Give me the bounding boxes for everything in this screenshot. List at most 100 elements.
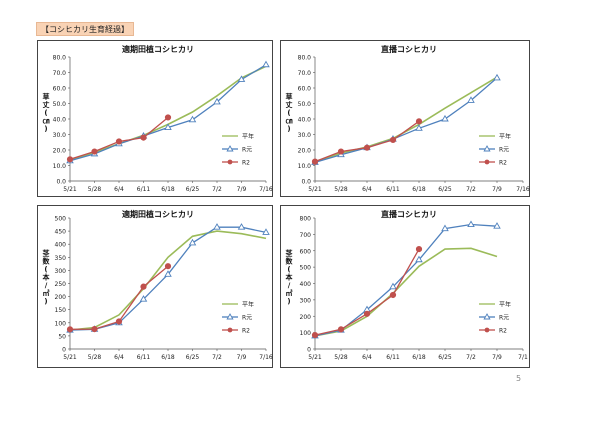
chart-panel-height-direct: 直播コシヒカリ 0.0 10.0 20.0 30.0 40.0 50.0 60.0 70.0 80… <box>280 40 530 197</box>
legend-marker <box>226 313 234 320</box>
x-tick-label: 7/9 <box>237 186 247 193</box>
legend-marker <box>227 159 233 165</box>
y-tick-label: 250 <box>55 281 67 288</box>
data-point-circle <box>337 326 345 333</box>
data-point-triangle <box>415 255 423 263</box>
data-point-circle <box>389 136 397 144</box>
data-point-circle <box>311 331 319 339</box>
y-axis-label-char: ) <box>44 125 47 133</box>
y-axis-label-char: 本 <box>285 273 293 282</box>
data-point-triangle <box>213 97 221 105</box>
series-line <box>314 247 498 337</box>
series-line <box>314 120 420 163</box>
series-line <box>69 64 267 162</box>
chart-svg: 直播コシヒカリ 0.0 10.0 20.0 30.0 40.0 50.0 60.0 70.0 80… <box>286 44 530 193</box>
x-tick-label: 6/11 <box>137 186 151 193</box>
y-tick-label: 450 <box>55 229 67 236</box>
y-tick-label: 100 <box>55 320 67 327</box>
data-point-triangle <box>262 60 270 68</box>
y-axis-label-char: 数 <box>43 257 51 266</box>
x-tick-label: 6/18 <box>412 354 426 361</box>
x-tick-label: 6/4 <box>114 186 124 193</box>
series-line <box>69 65 267 161</box>
x-tick-label: 5/28 <box>88 186 102 193</box>
y-tick-label: 400 <box>55 242 67 249</box>
legend-label: R元 <box>242 147 252 154</box>
x-tick-label: 7/16 <box>516 186 530 193</box>
legend-label: R元 <box>499 147 509 154</box>
data-point-circle <box>66 156 74 163</box>
y-axis-label-char: 丈 <box>43 100 50 109</box>
data-point-circle <box>66 326 74 333</box>
y-axis-label-char: ) <box>287 125 290 133</box>
legend-marker <box>483 145 491 152</box>
x-tick-label: 5/28 <box>334 354 348 361</box>
y-tick-label: 60.0 <box>298 86 312 93</box>
y-axis-label-char: ( <box>287 266 290 274</box>
data-point-circle <box>140 134 147 141</box>
y-tick-label: 0 <box>307 347 311 354</box>
y-tick-label: 800 <box>300 216 312 223</box>
series-line <box>314 76 498 163</box>
x-tick-label: 6/25 <box>186 354 200 361</box>
legend-marker <box>227 327 233 333</box>
data-point-triangle <box>164 123 172 130</box>
x-tick-label: 7/2 <box>212 186 222 193</box>
y-axis-label-char: ( <box>44 109 47 117</box>
legend-label: R元 <box>499 315 509 322</box>
data-point-triangle <box>493 222 501 229</box>
y-tick-label: 70.0 <box>53 70 67 77</box>
data-point-triangle <box>389 282 397 290</box>
x-tick-label: 7/1 <box>518 354 528 361</box>
data-point-triangle <box>213 223 221 230</box>
y-axis-label-char: 丈 <box>286 100 293 109</box>
y-tick-label: 500 <box>55 216 67 223</box>
legend-label: R2 <box>242 328 250 335</box>
y-tick-label: 500 <box>300 265 312 272</box>
x-tick-label: 7/9 <box>237 354 247 361</box>
x-tick-label: 5/21 <box>308 186 322 193</box>
y-tick-label: 600 <box>300 248 312 255</box>
data-point-circle <box>363 144 371 151</box>
y-axis-label-char: 茎 <box>43 249 50 258</box>
x-tick-label: 5/21 <box>308 354 322 361</box>
x-tick-label: 6/18 <box>412 186 426 193</box>
y-tick-label: 700 <box>300 232 312 239</box>
x-tick-label: 7/9 <box>492 354 502 361</box>
legend-label: 平年 <box>242 301 254 309</box>
x-tick-label: 6/25 <box>438 186 452 193</box>
y-tick-label: 80.0 <box>298 55 312 62</box>
data-point-triangle <box>493 73 501 81</box>
x-tick-label: 7/16 <box>259 186 273 193</box>
y-tick-label: 300 <box>55 268 67 275</box>
y-axis-label-char: 数 <box>286 257 294 266</box>
x-tick-label: 6/25 <box>186 186 200 193</box>
y-tick-label: 400 <box>300 281 312 288</box>
chart-title: 適期田植コシヒカリ <box>122 209 194 219</box>
legend-marker <box>483 313 491 320</box>
y-tick-label: 200 <box>300 314 312 321</box>
data-point-circle <box>91 148 98 155</box>
y-tick-label: 60.0 <box>53 86 67 93</box>
data-point-circle <box>115 318 123 325</box>
data-point-circle <box>415 246 423 253</box>
x-tick-label: 5/28 <box>334 186 348 193</box>
data-point-triangle <box>415 124 423 131</box>
data-point-triangle <box>441 114 449 122</box>
x-tick-label: 6/11 <box>386 354 400 361</box>
data-point-circle <box>91 325 98 333</box>
y-tick-label: 30.0 <box>298 132 312 139</box>
data-point-triangle <box>139 295 148 302</box>
data-point-circle <box>363 310 371 317</box>
data-point-triangle <box>441 224 449 232</box>
y-tick-label: 0 <box>62 347 66 354</box>
data-point-circle <box>337 148 345 155</box>
y-tick-label: 300 <box>300 297 312 304</box>
series-line <box>314 77 498 164</box>
x-tick-label: 6/11 <box>137 354 151 361</box>
legend-label: R2 <box>242 160 250 167</box>
series-line <box>314 248 420 336</box>
chart-panel-height-transplant: 適期田植コシヒカリ 0.0 10.0 20.0 30.0 40.0 50.0 60.0 70.0… <box>37 40 273 197</box>
y-axis-label-char: 茎 <box>286 249 293 258</box>
series-line <box>69 230 267 331</box>
